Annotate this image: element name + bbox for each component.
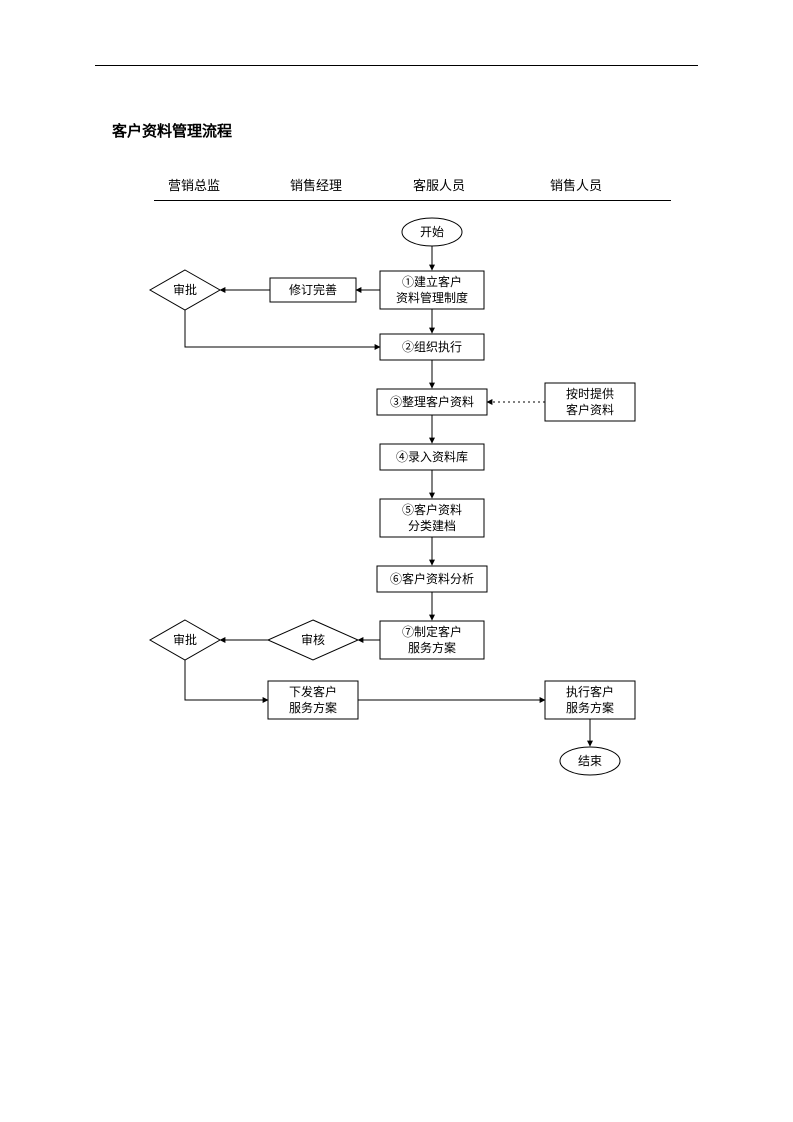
n3-label: ③整理客户资料: [390, 394, 474, 409]
process-n1: ①建立客户 资料管理制度: [380, 271, 484, 309]
decision-approve2: 审批: [150, 620, 220, 660]
n7-line1: ⑦制定客户: [402, 624, 462, 639]
process-issue: 下发客户 服务方案: [268, 681, 358, 719]
process-n4: ④录入资料库: [380, 444, 484, 470]
n5-line2: 分类建档: [408, 519, 456, 533]
exec-line1: 执行客户: [566, 684, 614, 699]
flowchart-svg: 开始 ①建立客户 资料管理制度 修订完善 审批 ②组织执行: [0, 0, 793, 1122]
exec-line2: 服务方案: [566, 700, 614, 715]
n1-line2: 资料管理制度: [396, 290, 468, 305]
terminator-end: 结束: [560, 747, 620, 775]
supply-line2: 客户资料: [566, 402, 614, 417]
process-n6: ⑥客户资料分析: [377, 566, 487, 592]
process-n7: ⑦制定客户 服务方案: [380, 621, 484, 659]
approve1-label: 审批: [173, 282, 197, 297]
approve2-label: 审批: [173, 632, 197, 647]
process-execute: 执行客户 服务方案: [545, 681, 635, 719]
process-n3: ③整理客户资料: [377, 389, 487, 415]
terminator-start-label: 开始: [420, 225, 444, 239]
terminator-start: 开始: [402, 218, 462, 246]
process-supply: 按时提供 客户资料: [545, 383, 635, 421]
revise-label: 修订完善: [289, 282, 337, 297]
n1-line1: ①建立客户: [402, 274, 462, 289]
n5-line1: ⑤客户资料: [402, 502, 462, 517]
edge-approve2-issue: [185, 660, 268, 700]
n7-line2: 服务方案: [408, 640, 456, 655]
n6-label: ⑥客户资料分析: [390, 571, 474, 586]
n2-label: ②组织执行: [402, 340, 462, 354]
edge-approve1-n2: [185, 310, 380, 347]
decision-approve1: 审批: [150, 270, 220, 310]
review-label: 审核: [301, 632, 325, 647]
supply-line1: 按时提供: [566, 386, 614, 401]
process-n2: ②组织执行: [380, 334, 484, 360]
page: 客户资料管理流程 营销总监 销售经理 客服人员 销售人员 开始 ①建立客户 资料…: [0, 0, 793, 1122]
issue-line2: 服务方案: [289, 700, 337, 715]
decision-review: 审核: [268, 620, 358, 660]
process-n5: ⑤客户资料 分类建档: [380, 499, 484, 537]
terminator-end-label: 结束: [578, 754, 602, 768]
process-revise: 修订完善: [270, 278, 356, 302]
issue-line1: 下发客户: [289, 684, 337, 699]
n4-label: ④录入资料库: [396, 449, 468, 464]
